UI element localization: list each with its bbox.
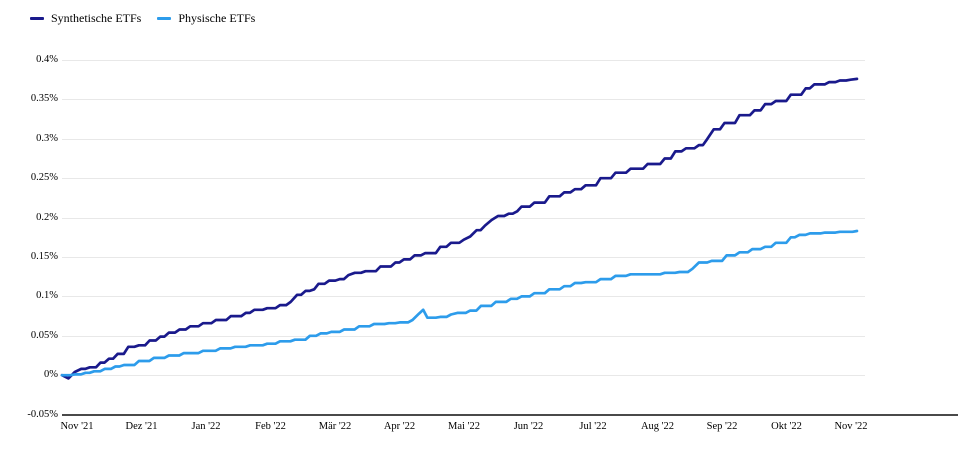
gridline bbox=[62, 217, 865, 219]
legend-line-swatch-physische bbox=[157, 16, 172, 20]
x-tick-label: Sep '22 bbox=[706, 421, 738, 432]
y-tick-label: 0.25% bbox=[30, 172, 58, 184]
legend-label-physische: Physische ETFs bbox=[178, 11, 256, 25]
x-tick-label: Dez '21 bbox=[125, 421, 158, 432]
y-tick-label: -0.05% bbox=[27, 408, 58, 420]
y-tick-label: 0.15% bbox=[30, 251, 58, 262]
series-line-physische-etfs bbox=[60, 229, 859, 377]
legend-item-synthetische-etfs: Synthetische ETFs bbox=[30, 11, 141, 25]
x-tick-label: Jun '22 bbox=[513, 421, 544, 432]
series-line-synthetische-etfs bbox=[60, 77, 859, 380]
gridline bbox=[62, 99, 865, 101]
chart-legend: Synthetische ETFs Physische ETFs bbox=[30, 11, 255, 25]
x-tick-label: Nov '22 bbox=[834, 421, 868, 432]
gridline bbox=[62, 296, 865, 298]
y-tick-label: 0.3% bbox=[36, 132, 58, 144]
x-tick-label: Mai '22 bbox=[448, 421, 480, 432]
x-tick-label: Nov '21 bbox=[60, 421, 94, 432]
y-tick-label: 0.4% bbox=[36, 54, 58, 65]
x-tick-label: Feb '22 bbox=[255, 421, 286, 432]
x-tick-label: Apr '22 bbox=[383, 421, 416, 432]
y-tick-label: 0.1% bbox=[36, 290, 58, 302]
gridline bbox=[62, 375, 865, 377]
gridline bbox=[62, 60, 865, 61]
x-tick-label: Okt '22 bbox=[771, 421, 802, 432]
y-tick-label: 0.35% bbox=[30, 93, 58, 105]
x-tick-label: Jan '22 bbox=[191, 421, 221, 432]
legend-label-synthetische: Synthetische ETFs bbox=[51, 11, 142, 25]
gridline bbox=[62, 335, 865, 337]
x-tick-label: Jul '22 bbox=[579, 421, 607, 432]
gridline bbox=[62, 178, 865, 180]
y-tick-label: 0.2% bbox=[36, 211, 58, 223]
gridline bbox=[62, 257, 865, 258]
legend-line-swatch-synthetische bbox=[30, 16, 44, 20]
x-axis-line bbox=[62, 413, 958, 416]
x-tick-label: Mär '22 bbox=[318, 421, 352, 432]
gridline bbox=[62, 138, 865, 140]
y-tick-label: 0% bbox=[44, 369, 58, 381]
x-tick-label: Aug '22 bbox=[640, 421, 675, 432]
y-tick-label: 0.05% bbox=[30, 329, 58, 341]
legend-item-physische-etfs: Physische ETFs bbox=[157, 11, 255, 25]
